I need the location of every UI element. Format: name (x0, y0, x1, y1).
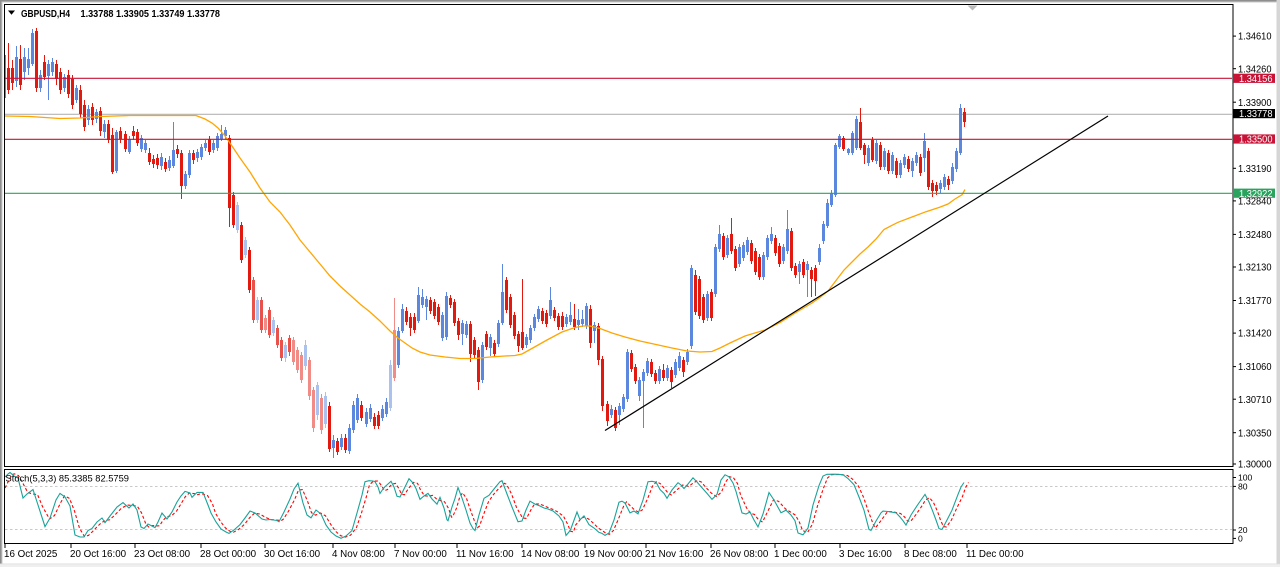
svg-text:1.32922: 1.32922 (1239, 189, 1273, 200)
svg-text:21 Nov 16:00: 21 Nov 16:00 (645, 549, 704, 560)
svg-text:1.32130: 1.32130 (1238, 263, 1272, 274)
svg-text:Stoch(5,3,3) 85.3385 82.5759: Stoch(5,3,3) 85.3385 82.5759 (6, 474, 130, 484)
svg-text:1.33500: 1.33500 (1239, 135, 1273, 146)
svg-text:1.30000: 1.30000 (1238, 460, 1272, 471)
svg-text:1.34156: 1.34156 (1239, 74, 1273, 85)
svg-text:1.33788 1.33905 1.33749 1.3377: 1.33788 1.33905 1.33749 1.33778 (81, 9, 221, 20)
svg-text:30 Oct 16:00: 30 Oct 16:00 (264, 549, 321, 560)
svg-text:0: 0 (1238, 534, 1243, 544)
svg-text:1.31770: 1.31770 (1238, 296, 1272, 307)
svg-text:11 Dec 00:00: 11 Dec 00:00 (966, 549, 1024, 560)
svg-text:19 Nov 00:00: 19 Nov 00:00 (584, 549, 643, 560)
svg-text:1.31420: 1.31420 (1238, 329, 1272, 340)
svg-text:28 Oct 00:00: 28 Oct 00:00 (200, 549, 257, 560)
svg-text:GBPUSD,H4: GBPUSD,H4 (21, 9, 70, 20)
svg-text:100: 100 (1238, 473, 1253, 483)
svg-text:14 Nov 08:00: 14 Nov 08:00 (521, 549, 580, 560)
svg-text:20: 20 (1238, 525, 1248, 535)
svg-text:80: 80 (1238, 482, 1248, 492)
svg-text:1.34260: 1.34260 (1238, 64, 1272, 75)
svg-text:11 Nov 16:00: 11 Nov 16:00 (456, 549, 514, 560)
svg-text:8 Dec 08:00: 8 Dec 08:00 (904, 549, 957, 560)
svg-text:1.33190: 1.33190 (1238, 164, 1272, 175)
svg-text:1.30350: 1.30350 (1238, 428, 1272, 439)
svg-text:4 Nov 08:00: 4 Nov 08:00 (332, 549, 385, 560)
svg-text:16 Oct 2025: 16 Oct 2025 (4, 549, 58, 560)
svg-text:1.30710: 1.30710 (1238, 395, 1272, 406)
svg-text:7 Nov 00:00: 7 Nov 00:00 (394, 549, 447, 560)
svg-text:1.33778: 1.33778 (1239, 109, 1273, 120)
svg-text:1.32480: 1.32480 (1238, 230, 1272, 241)
svg-text:1.32840: 1.32840 (1238, 197, 1272, 208)
svg-text:1 Dec 00:00: 1 Dec 00:00 (774, 549, 827, 560)
svg-text:1.31060: 1.31060 (1238, 362, 1272, 373)
svg-text:26 Nov 08:00: 26 Nov 08:00 (710, 549, 769, 560)
svg-text:20 Oct 16:00: 20 Oct 16:00 (70, 549, 127, 560)
svg-text:3 Dec 16:00: 3 Dec 16:00 (839, 549, 892, 560)
svg-text:1.34610: 1.34610 (1238, 32, 1272, 43)
svg-text:1.33900: 1.33900 (1238, 98, 1272, 109)
svg-text:23 Oct 08:00: 23 Oct 08:00 (134, 549, 191, 560)
